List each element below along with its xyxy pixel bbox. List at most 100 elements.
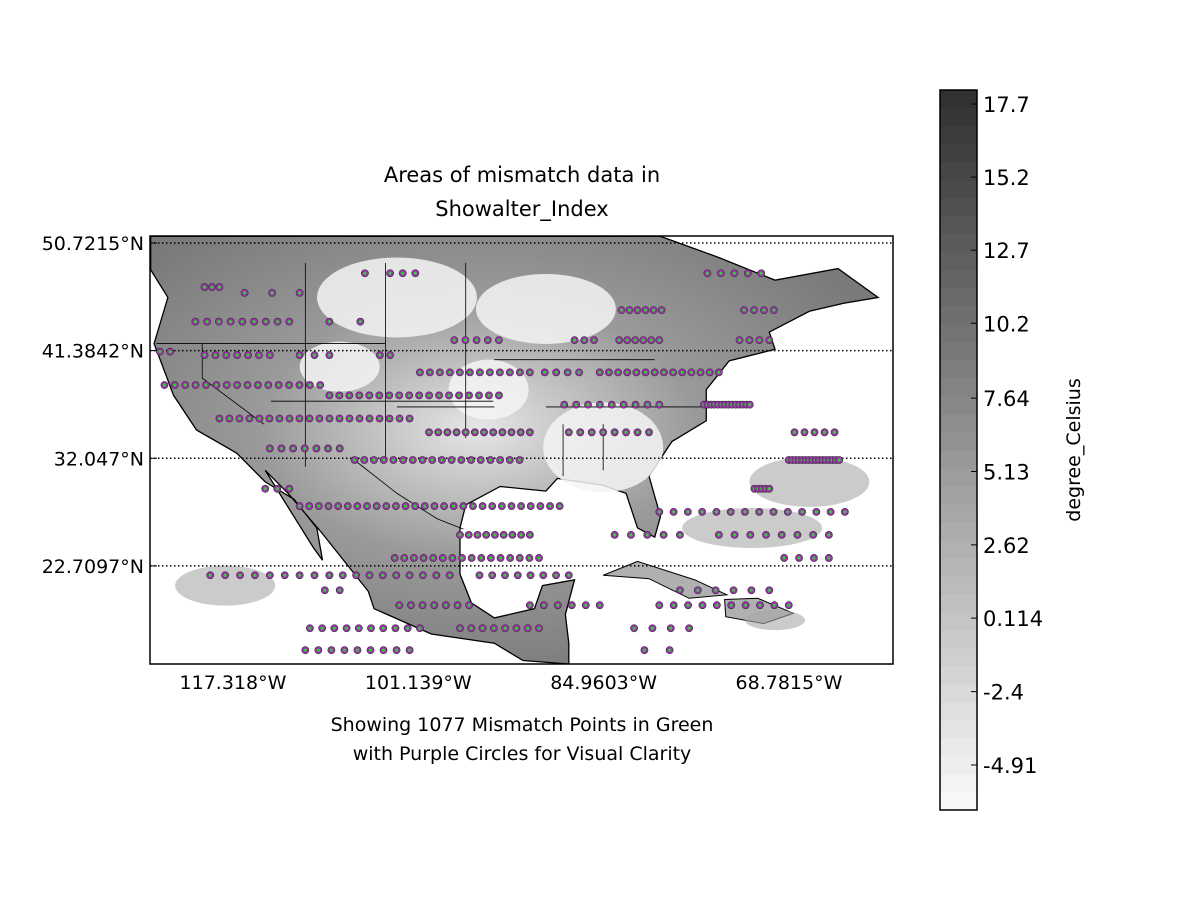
mismatch-point xyxy=(528,430,532,434)
colorbar-band xyxy=(940,342,977,361)
mismatch-point xyxy=(729,603,733,607)
mismatch-point xyxy=(463,338,467,342)
mismatch-point xyxy=(687,626,691,630)
mismatch-point xyxy=(686,510,690,514)
mismatch-point xyxy=(478,370,482,374)
mismatch-point xyxy=(327,504,331,508)
mismatch-point xyxy=(732,271,736,275)
mismatch-point xyxy=(314,446,318,450)
mismatch-point xyxy=(298,504,302,508)
mismatch-point xyxy=(473,430,477,434)
mismatch-point xyxy=(672,510,676,514)
mismatch-point xyxy=(497,338,501,342)
no-data-area xyxy=(316,257,477,338)
colorbar-band xyxy=(940,306,977,325)
mismatch-point xyxy=(732,588,736,592)
colorbar-tick-label: 17.7 xyxy=(983,93,1030,117)
mismatch-point xyxy=(431,556,435,560)
mismatch-point xyxy=(224,353,228,357)
mismatch-point xyxy=(452,504,456,508)
mismatch-point xyxy=(749,588,753,592)
mismatch-point xyxy=(508,556,512,560)
mismatch-point xyxy=(719,271,723,275)
mismatch-point xyxy=(617,338,621,342)
mismatch-point xyxy=(629,533,633,537)
mismatch-point xyxy=(320,626,324,630)
mismatch-point xyxy=(298,353,302,357)
mismatch-point xyxy=(464,430,468,434)
mismatch-point xyxy=(644,370,648,374)
mismatch-point xyxy=(636,430,640,434)
mismatch-point xyxy=(475,533,479,537)
mismatch-point xyxy=(423,504,427,508)
mismatch-point xyxy=(422,556,426,560)
mismatch-point xyxy=(657,338,661,342)
colorbar-band xyxy=(940,144,977,163)
mismatch-point xyxy=(475,338,479,342)
mismatch-point xyxy=(574,403,578,407)
mismatch-point xyxy=(747,338,751,342)
colorbar-band xyxy=(940,702,977,721)
mismatch-point xyxy=(401,458,405,462)
mismatch-point xyxy=(678,533,682,537)
colorbar-band xyxy=(940,468,977,487)
colorbar-tick-label: 2.62 xyxy=(983,534,1030,558)
mismatch-point xyxy=(381,573,385,577)
mismatch-point xyxy=(458,626,462,630)
mismatch-point xyxy=(252,320,256,324)
mismatch-point xyxy=(748,533,752,537)
mismatch-point xyxy=(491,430,495,434)
colorbar-band xyxy=(940,594,977,613)
mismatch-point xyxy=(481,504,485,508)
mismatch-point xyxy=(827,556,831,560)
y-tick-label: 50.7215°N xyxy=(42,233,144,255)
mismatch-point xyxy=(567,430,571,434)
mismatch-point xyxy=(408,648,412,652)
mismatch-point xyxy=(401,271,405,275)
mismatch-point xyxy=(554,573,558,577)
mismatch-point xyxy=(229,320,233,324)
mismatch-point xyxy=(813,430,817,434)
mismatch-point xyxy=(210,285,214,289)
mismatch-point xyxy=(238,573,242,577)
mismatch-point xyxy=(498,370,502,374)
mismatch-point xyxy=(514,626,518,630)
mismatch-point xyxy=(624,430,628,434)
mismatch-point xyxy=(214,383,218,387)
mismatch-point xyxy=(409,603,413,607)
mismatch-point xyxy=(158,350,162,354)
mismatch-point xyxy=(313,353,317,357)
mismatch-point xyxy=(397,393,401,397)
mismatch-point xyxy=(341,573,345,577)
mismatch-point xyxy=(634,403,638,407)
mismatch-point xyxy=(277,416,281,420)
colorbar-label: degree_Celsius xyxy=(1063,378,1085,521)
mismatch-point xyxy=(662,370,666,374)
mismatch-point xyxy=(275,487,279,491)
mismatch-point xyxy=(542,603,546,607)
mismatch-point xyxy=(264,320,268,324)
mismatch-point xyxy=(388,353,392,357)
mismatch-point xyxy=(556,603,560,607)
mismatch-point xyxy=(217,416,221,420)
mismatch-point xyxy=(375,504,379,508)
colorbar-band xyxy=(940,684,977,703)
mismatch-point xyxy=(298,291,302,295)
mismatch-point xyxy=(268,573,272,577)
mismatch-point xyxy=(291,446,295,450)
mismatch-point xyxy=(486,338,490,342)
mismatch-point xyxy=(529,504,533,508)
mismatch-point xyxy=(786,510,790,514)
mismatch-point xyxy=(279,446,283,450)
mismatch-point xyxy=(412,556,416,560)
mismatch-point xyxy=(327,573,331,577)
mismatch-point xyxy=(746,271,750,275)
mismatch-point xyxy=(355,504,359,508)
mismatch-point xyxy=(256,383,260,387)
colorbar-band xyxy=(940,288,977,307)
colorbar-band xyxy=(940,360,977,379)
mismatch-point xyxy=(708,370,712,374)
mismatch-point xyxy=(554,370,558,374)
mismatch-point xyxy=(632,626,636,630)
